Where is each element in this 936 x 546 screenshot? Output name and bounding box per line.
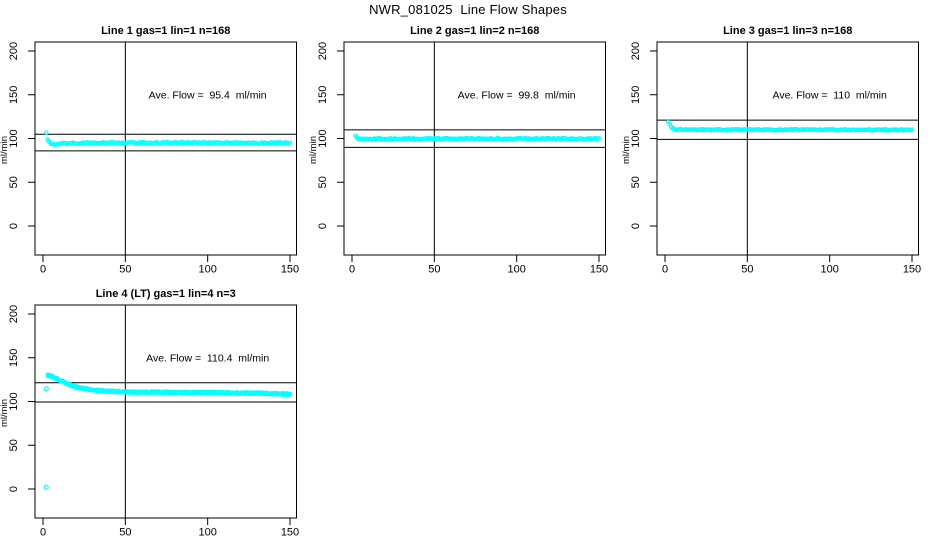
data-points (666, 119, 915, 133)
x-tick-label: 50 (119, 264, 131, 276)
panel-title: Line 4 (LT) gas=1 lin=4 n=3 (96, 288, 236, 300)
y-tick-label: 0 (630, 223, 642, 229)
x-tick-label: 50 (119, 527, 131, 539)
x-tick-label: 100 (198, 527, 216, 539)
x-tick-label: 150 (903, 264, 921, 276)
y-tick-label: 100 (8, 129, 20, 147)
plot-box (656, 41, 919, 256)
y-tick-label: 100 (317, 129, 329, 147)
panel-line-3-svg: 0 50 100 150 0 50 100 150 200 ml/min Line 3 gas=1 … (621, 25, 921, 276)
flow-point (44, 130, 49, 135)
y-tick-label: 100 (8, 392, 20, 410)
y-tick-label: 0 (317, 223, 329, 229)
y-tick-label: 200 (630, 42, 642, 60)
x-tick-label: 100 (820, 264, 838, 276)
main-title: NWR_081025 Line Flow Shapes (369, 2, 567, 17)
x-tick-label: 50 (741, 264, 753, 276)
y-tick-label: 0 (8, 486, 20, 492)
y-tick-label: 200 (8, 42, 20, 60)
avg-flow-annotation: Ave. Flow = 99.8 ml/min (458, 89, 576, 101)
axes: 0 50 100 150 0 50 100 150 200 ml/min (0, 305, 299, 539)
x-tick-label: 150 (281, 527, 299, 539)
flow-point (596, 136, 602, 141)
x-tick-label: 0 (349, 264, 355, 276)
data-points (44, 130, 293, 147)
y-tick-label: 200 (317, 42, 329, 60)
panel-line-2: 0 50 100 150 0 50 100 150 200 ml/min Line 2 gas=1 … (308, 20, 623, 278)
outlier-point (43, 386, 49, 392)
reference-lines (35, 42, 297, 255)
y-tick-label: 50 (317, 176, 329, 188)
x-tick-label: 150 (590, 264, 608, 276)
x-tick-label: 100 (198, 264, 216, 276)
y-tick-label: 50 (8, 176, 20, 188)
y-tick-label: 50 (630, 176, 642, 188)
x-tick-label: 0 (40, 264, 46, 276)
y-tick-label: 200 (8, 305, 20, 323)
data-points (43, 372, 293, 490)
y-axis-label: ml/min (0, 136, 10, 164)
panel-title: Line 1 gas=1 lin=1 n=168 (101, 25, 230, 37)
flow-point (909, 127, 915, 133)
y-tick-label: 150 (8, 349, 20, 367)
avg-flow-annotation: Ave. Flow = 95.4 ml/min (149, 89, 267, 101)
panel-line-1-svg: 0 50 100 150 0 50 100 150 200 ml/min Line 1 gas=1 … (0, 25, 299, 276)
panel-line-2-svg: 0 50 100 150 0 50 100 150 200 ml/min Line 2 gas=1 … (308, 25, 608, 276)
panel-title: Line 2 gas=1 lin=2 n=168 (410, 25, 539, 37)
reference-lines (344, 42, 606, 255)
y-tick-label: 100 (630, 129, 642, 147)
y-tick-label: 150 (8, 86, 20, 104)
y-axis-label: ml/min (0, 399, 10, 427)
x-tick-label: 0 (40, 527, 46, 539)
outlier-point (43, 484, 49, 490)
reference-lines (657, 42, 919, 255)
y-tick-label: 0 (8, 223, 20, 229)
panel-line-3: 0 50 100 150 0 50 100 150 200 ml/min Line 3 gas=1 … (621, 20, 936, 278)
x-tick-label: 50 (428, 264, 440, 276)
y-tick-label: 150 (630, 86, 642, 104)
reference-lines (35, 305, 297, 518)
avg-flow-annotation: Ave. Flow = 110 ml/min (773, 89, 887, 101)
y-axis-label: ml/min (309, 136, 319, 164)
x-tick-label: 0 (662, 264, 668, 276)
flow-point (287, 140, 293, 145)
plot-box (343, 41, 606, 256)
x-tick-label: 150 (281, 264, 299, 276)
axes: 0 50 100 150 0 50 100 150 200 ml/min (308, 42, 608, 276)
panel-line-4: 0 50 100 150 0 50 100 150 200 ml/min Line 4 (LT) g… (0, 283, 314, 541)
x-tick-label: 100 (507, 264, 525, 276)
plot-box (34, 41, 297, 256)
panel-title: Line 3 gas=1 lin=3 n=168 (723, 25, 852, 37)
panel-line-4-svg: 0 50 100 150 0 50 100 150 200 ml/min Line 4 (LT) g… (0, 288, 299, 539)
y-tick-label: 150 (317, 86, 329, 104)
axes: 0 50 100 150 0 50 100 150 200 ml/min (0, 42, 299, 276)
y-tick-label: 50 (8, 439, 20, 451)
avg-flow-annotation: Ave. Flow = 110.4 ml/min (146, 352, 269, 364)
flow-point (287, 391, 293, 397)
axes: 0 50 100 150 0 50 100 150 200 ml/min (621, 42, 921, 276)
plot-box (34, 304, 297, 519)
y-axis-label: ml/min (622, 136, 632, 164)
panel-line-1: 0 50 100 150 0 50 100 150 200 ml/min Line 1 gas=1 … (0, 20, 314, 278)
data-points (353, 133, 602, 142)
